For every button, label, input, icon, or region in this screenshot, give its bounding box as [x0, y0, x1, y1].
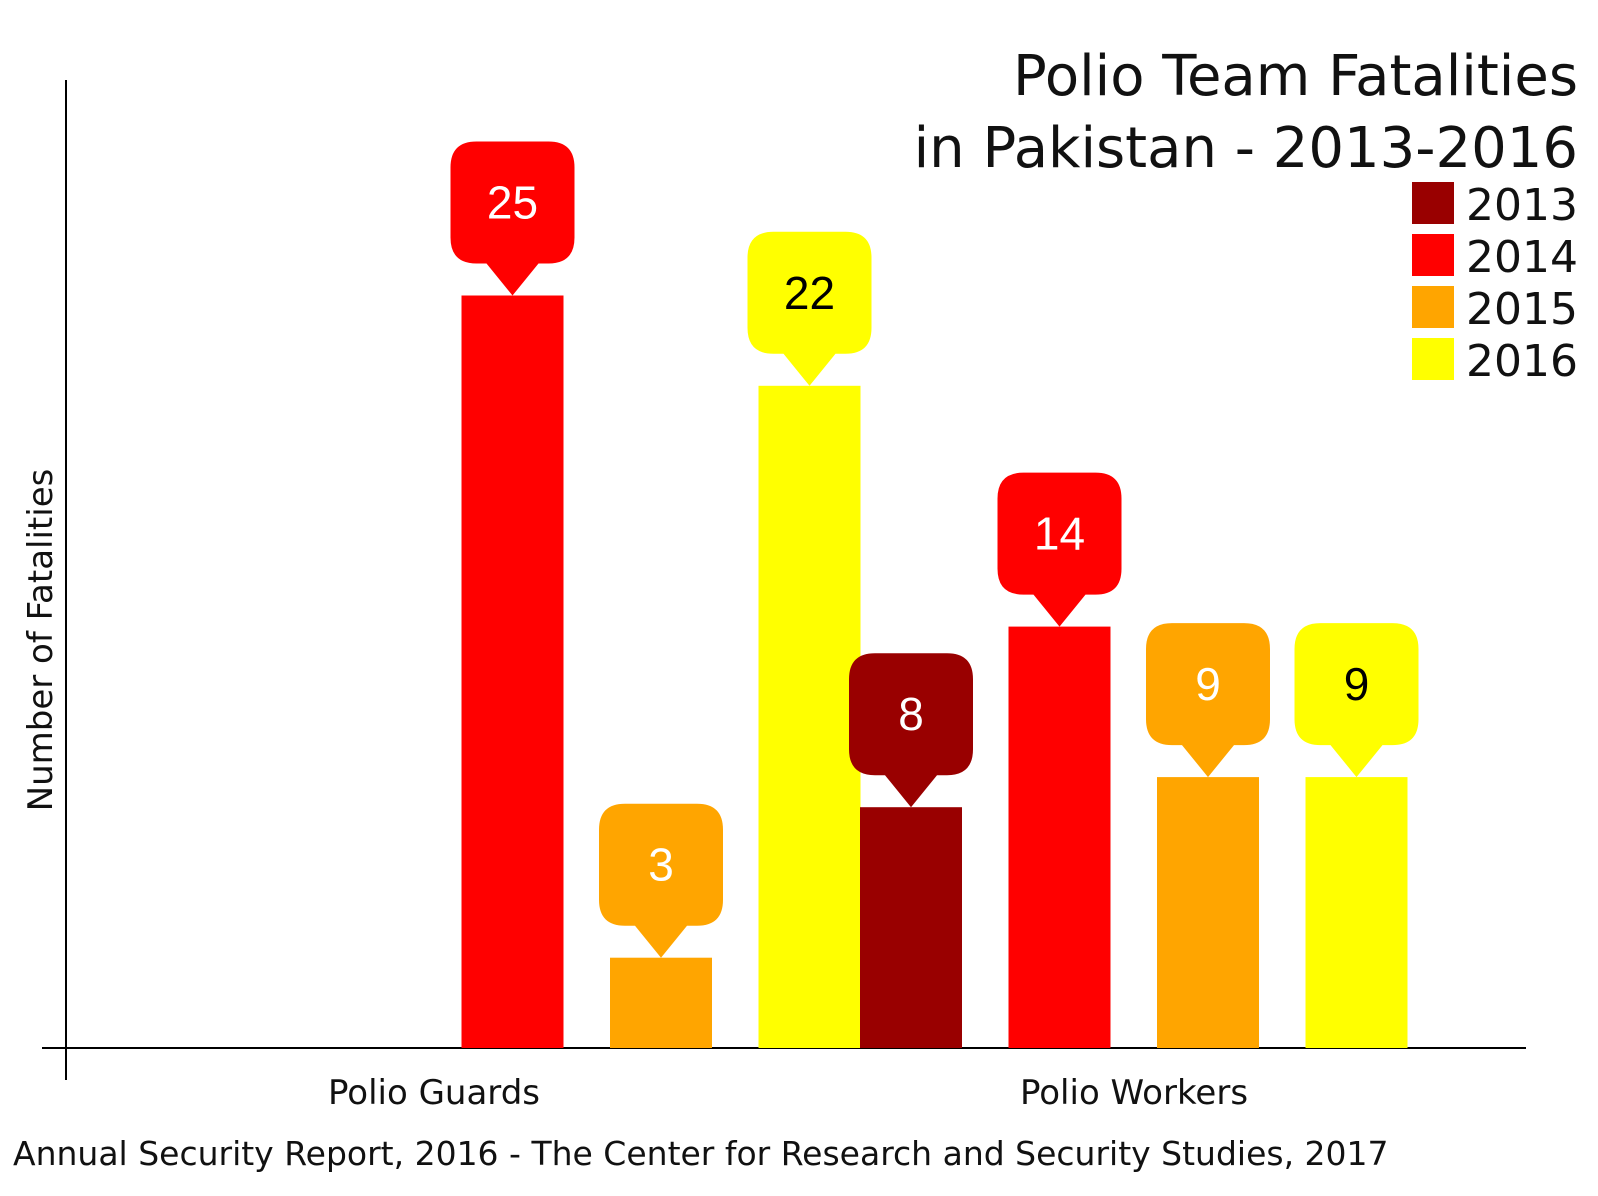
bars — [461, 295, 1408, 1048]
bar-polio-workers-2014 — [1008, 626, 1111, 1048]
chart-title-line-1: Polio Team Fatalities — [1013, 44, 1578, 109]
data-label-bubble-polio-guards-2015 — [599, 803, 723, 958]
legend-label-2013: 2013 — [1466, 180, 1578, 231]
data-label-polio-guards-2014: 25 — [487, 177, 538, 229]
bar-polio-workers-2013 — [860, 807, 962, 1048]
chart-title-line-2: in Pakistan - 2013-2016 — [914, 116, 1578, 181]
data-label-bubble-polio-guards-2014 — [450, 141, 575, 296]
chart-title: Polio Team Fatalities in Pakistan - 2013… — [914, 44, 1578, 181]
data-label-bubble-polio-workers-2013 — [849, 653, 973, 808]
legend-label-2014: 2014 — [1466, 232, 1578, 283]
data-label-polio-guards-2016: 22 — [784, 267, 835, 319]
bar-polio-guards-2015 — [610, 957, 712, 1048]
data-label-polio-workers-2014: 14 — [1034, 508, 1085, 560]
data-label-bubble-polio-workers-2016 — [1294, 623, 1419, 778]
legend-label-2016: 2016 — [1466, 336, 1578, 387]
source-note: Annual Security Report, 2016 - The Cente… — [13, 1134, 1389, 1173]
bar-polio-guards-2014 — [461, 295, 564, 1048]
legend-label-2015: 2015 — [1466, 284, 1578, 335]
data-label-bubble-polio-workers-2015 — [1146, 623, 1270, 778]
legend-swatch-2016 — [1412, 338, 1454, 380]
bar-polio-workers-2016 — [1305, 777, 1408, 1048]
data-label-polio-workers-2016: 9 — [1344, 658, 1370, 710]
x-tick-labels: Polio Guards Polio Workers — [328, 1073, 1248, 1113]
data-label-polio-guards-2015: 3 — [648, 839, 674, 891]
data-label-bubble-polio-workers-2014 — [997, 472, 1122, 627]
legend-swatch-2014 — [1412, 234, 1454, 276]
data-label-polio-workers-2013: 8 — [898, 688, 924, 740]
legend-swatch-2015 — [1412, 286, 1454, 328]
x-tick-label-polio-guards: Polio Guards — [328, 1073, 540, 1113]
bar-polio-guards-2016 — [758, 385, 861, 1048]
data-label-polio-workers-2015: 9 — [1195, 658, 1221, 710]
legend-swatch-2013 — [1412, 182, 1454, 224]
x-tick-label-polio-workers: Polio Workers — [1020, 1073, 1248, 1113]
y-axis-label: Number of Fatalities — [21, 469, 61, 812]
data-labels: 25 3 22 8 14 9 9 — [450, 141, 1419, 958]
data-label-bubble-polio-guards-2016 — [747, 231, 872, 386]
bar-polio-workers-2015 — [1157, 777, 1259, 1048]
